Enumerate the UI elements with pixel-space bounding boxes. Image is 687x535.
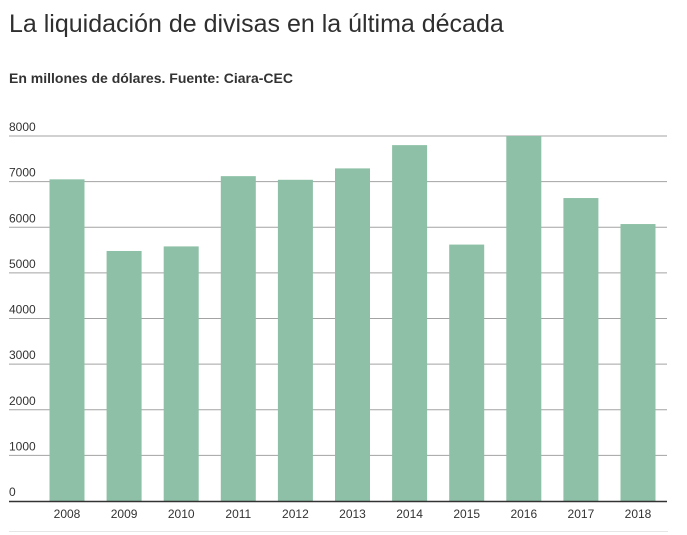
x-tick-label: 2011: [225, 507, 251, 521]
y-tick-label: 4000: [9, 303, 36, 317]
x-tick-label: 2016: [510, 507, 537, 521]
bar-2015: [449, 244, 485, 501]
x-tick-label: 2010: [168, 507, 195, 521]
bar-2018: [620, 224, 656, 501]
x-tick-label: 2015: [453, 507, 480, 521]
x-tick-label: 2017: [568, 507, 595, 521]
bar-2011: [220, 176, 256, 501]
bar-2013: [335, 168, 370, 502]
y-tick-label: 2000: [9, 394, 36, 408]
y-tick-label: 5000: [9, 257, 36, 271]
y-tick-label: 8000: [9, 120, 36, 134]
y-tick-label: 0: [9, 485, 16, 499]
y-tick-label: 3000: [9, 348, 36, 362]
y-tick-label: 6000: [9, 211, 36, 225]
bar-2012: [277, 179, 313, 502]
y-tick-label: 1000: [9, 439, 36, 453]
x-tick-label: 2018: [625, 507, 652, 521]
x-tick-label: 2014: [396, 507, 423, 521]
x-tick-label: 2008: [54, 507, 81, 521]
y-axis-ticks: 0 1000 2000 3000 4000 5000 6000 7000 8000: [9, 120, 36, 499]
footer-divider: [9, 531, 668, 532]
x-tick-label: 2012: [282, 507, 309, 521]
x-tick-label: 2009: [111, 507, 138, 521]
bar-2009: [106, 250, 142, 501]
bar-2016: [506, 136, 542, 501]
x-tick-label: 2013: [339, 507, 366, 521]
bar-2010: [163, 246, 199, 501]
chart-title: La liquidación de divisas en la última d…: [9, 10, 504, 38]
y-tick-label: 7000: [9, 166, 36, 180]
bars: [49, 136, 656, 502]
bar-2008: [49, 179, 85, 501]
x-axis-ticks: 2008 2009 2010 2011 2012 2013 2014 2015 2016 2017…: [54, 507, 652, 521]
chart-subtitle: En millones de dólares. Fuente: Ciara-CE…: [9, 70, 293, 86]
bar-2017: [563, 198, 599, 502]
bar-2014: [392, 145, 428, 501]
